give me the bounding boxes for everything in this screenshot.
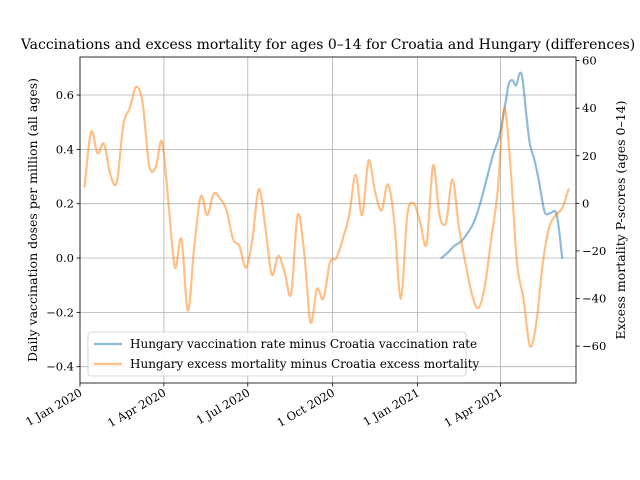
y-axis-right: −60 −40 −20 0 20 40 60 [576,54,606,353]
y-right-tick-label: 20 [582,149,597,163]
y-axis-left-label: Daily vaccination doses per million (all… [25,78,40,362]
x-axis: 1 Jan 2020 1 Apr 2020 1 Jul 2020 1 Oct 2020… [23,383,505,430]
plot-frame [79,56,577,384]
series-line-1 [440,71,564,260]
x-tick-label: 1 Jul 2020 [194,385,253,427]
x-tick-label: 1 Jan 2020 [23,385,84,429]
chart-title: Vaccinations and excess mortality for ag… [20,37,635,53]
legend-label-2: Hungary excess mortality minus Croatia e… [130,357,480,371]
y-right-tick-label: 40 [582,101,597,115]
y-left-tick-label: −0.2 [46,305,74,319]
y-left-tick-label: 0.2 [56,197,74,211]
y-right-tick-label: 60 [582,54,597,68]
legend-label-1: Hungary vaccination rate minus Croatia v… [130,337,477,351]
x-tick-label: 1 Oct 2020 [274,385,337,429]
y-axis-right-label: Excess mortality P-scores (ages 0–14) [613,100,628,339]
y-left-tick-label: 0.4 [56,142,74,156]
y-right-tick-label: −40 [582,292,606,306]
series-line-2 [83,85,570,348]
y-axis-left: −0.4 −0.2 0.0 0.2 0.4 0.6 [46,88,80,374]
legend: Hungary vaccination rate minus Croatia v… [87,331,480,377]
y-right-tick-label: −60 [582,339,606,353]
x-tick-label: 1 Apr 2021 [442,385,505,430]
series-lines [83,71,570,348]
y-left-tick-label: −0.4 [46,360,74,374]
y-right-tick-label: 0 [582,196,589,210]
x-tick-label: 1 Jan 2021 [361,385,422,429]
y-left-tick-label: 0.0 [56,251,74,265]
x-tick-label: 1 Apr 2020 [105,385,168,430]
legend-box [87,331,467,377]
y-left-tick-label: 0.6 [56,88,74,102]
y-right-tick-label: −20 [582,244,606,258]
